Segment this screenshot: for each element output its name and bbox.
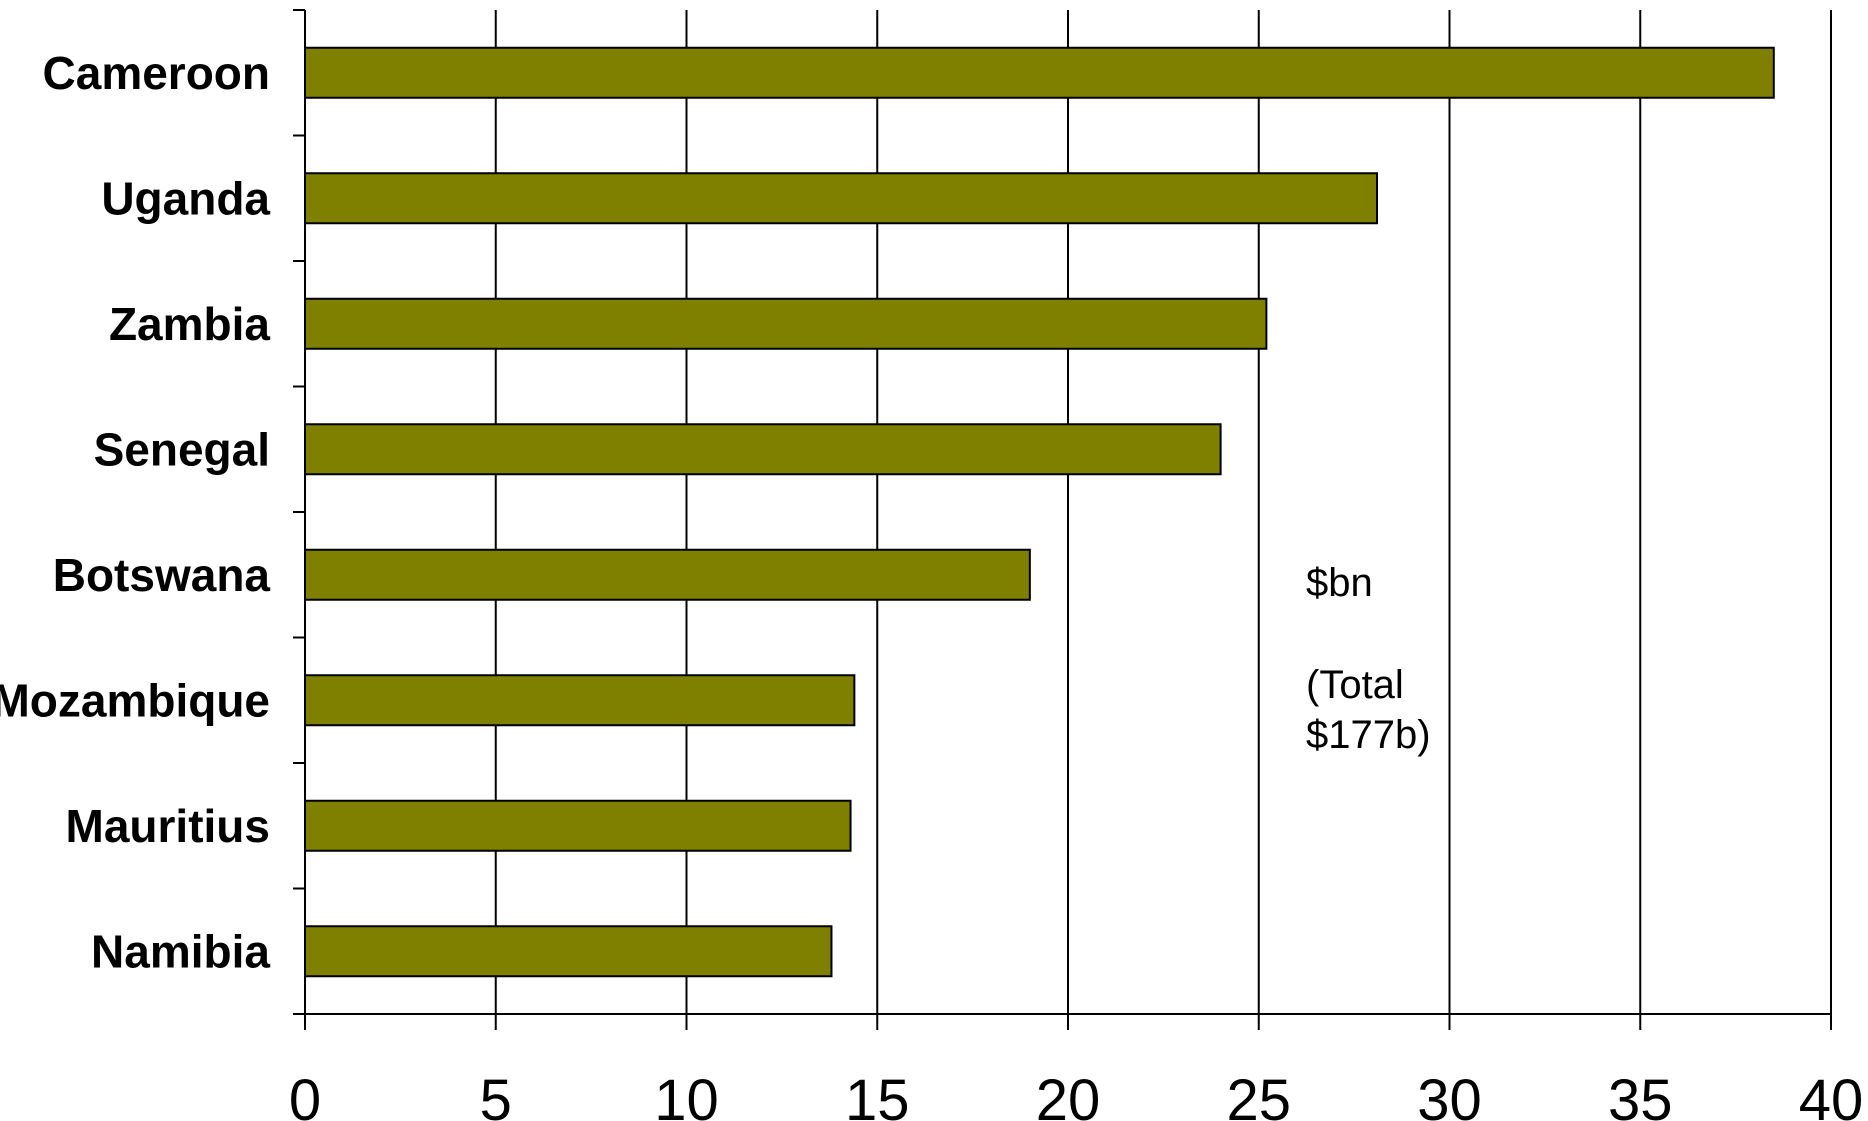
x-tick-label-15: 15 bbox=[845, 1068, 910, 1121]
category-label-mozambique: Mozambique bbox=[0, 674, 270, 726]
category-label-uganda: Uganda bbox=[101, 172, 270, 224]
bar-senegal bbox=[304, 423, 1222, 476]
annotation: $bn (Total $177b) bbox=[1306, 561, 1431, 757]
x-tick-label-25: 25 bbox=[1226, 1068, 1291, 1121]
annotation-unit: $bn bbox=[1306, 561, 1373, 605]
category-label-senegal: Senegal bbox=[94, 423, 270, 475]
bar-mauritius bbox=[304, 799, 852, 852]
labels: 0 5 10 15 20 25 30 35 40 Cameroon Uganda Zambia Sene… bbox=[0, 47, 1863, 1121]
bar-namibia bbox=[304, 925, 833, 978]
annotation-total-line1: (Total bbox=[1306, 663, 1404, 707]
bar-cameroon bbox=[304, 46, 1775, 99]
category-label-namibia: Namibia bbox=[91, 925, 270, 977]
x-tick-label-5: 5 bbox=[480, 1068, 512, 1121]
category-label-mauritius: Mauritius bbox=[66, 800, 270, 852]
x-tick-label-35: 35 bbox=[1608, 1068, 1673, 1121]
x-tick-label-30: 30 bbox=[1417, 1068, 1482, 1121]
bar-botswana bbox=[304, 548, 1031, 601]
category-label-cameroon: Cameroon bbox=[43, 47, 270, 99]
x-tick-label-20: 20 bbox=[1036, 1068, 1101, 1121]
x-tick-label-40: 40 bbox=[1799, 1068, 1864, 1121]
category-label-botswana: Botswana bbox=[53, 549, 271, 601]
bar-zambia bbox=[304, 297, 1268, 350]
bar-uganda bbox=[304, 172, 1379, 225]
axes bbox=[293, 9, 1832, 1030]
x-tick-label-10: 10 bbox=[654, 1068, 719, 1121]
category-label-zambia: Zambia bbox=[109, 298, 270, 350]
x-tick-label-0: 0 bbox=[289, 1068, 321, 1121]
annotation-total-line2: $177b) bbox=[1306, 713, 1431, 757]
bars bbox=[304, 46, 1775, 978]
bar-mozambique bbox=[304, 674, 856, 727]
gridlines bbox=[494, 10, 1832, 1014]
